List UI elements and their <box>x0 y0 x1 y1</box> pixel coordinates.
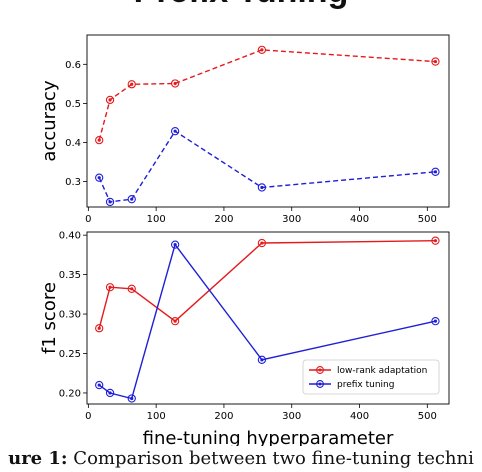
data-point-lora <box>257 45 267 55</box>
x-tick-label: 400 <box>350 411 369 422</box>
data-point-prefix <box>105 197 115 207</box>
y-tick-label: 0.20 <box>59 388 81 399</box>
data-point-center-lora <box>108 98 112 102</box>
data-point-prefix <box>170 127 180 136</box>
x-tick-label: 0 <box>85 214 91 225</box>
data-point-center-prefix <box>97 176 101 180</box>
legend-label-prefix: prefix tuning <box>337 380 394 390</box>
data-point-center-prefix <box>97 383 101 387</box>
data-point-lora <box>170 317 180 326</box>
y-tick-label: 0.35 <box>59 270 81 281</box>
data-point-center-lora <box>433 239 438 243</box>
series-line-prefix <box>98 130 436 203</box>
y-tick-label: 0.6 <box>65 60 81 71</box>
y-tick-label: 0.40 <box>59 231 81 242</box>
data-point-center-lora <box>433 59 438 64</box>
series-line-lora <box>98 240 436 329</box>
data-point-lora <box>105 95 115 105</box>
x-tick-label: 500 <box>418 411 437 422</box>
data-point-lora <box>95 324 104 333</box>
page-heading: Prefix Tuning <box>0 0 482 11</box>
legend: low-rank adaptation prefix tuning <box>302 359 440 395</box>
caption-label: ure 1: <box>8 448 68 469</box>
legend-marker-center-prefix <box>318 382 322 386</box>
data-point-lora <box>431 236 440 245</box>
data-point-prefix <box>95 380 104 390</box>
series-lora <box>95 236 440 333</box>
x-tick-label: 400 <box>350 214 369 225</box>
data-point-lora <box>170 79 180 88</box>
data-point-prefix <box>431 167 440 176</box>
legend-marker-center-lora <box>318 368 322 372</box>
data-point-center-lora <box>97 326 101 330</box>
figure-caption: ure 1: Comparison between two fine-tunin… <box>0 448 482 469</box>
x-tick-label: 100 <box>147 214 166 225</box>
data-point-center-lora <box>108 285 112 289</box>
data-point-center-lora <box>173 319 177 323</box>
plot-frame <box>86 231 450 405</box>
data-point-center-prefix <box>130 396 134 401</box>
data-point-lora <box>95 136 104 145</box>
plot-f1-score: 0 100 200 300 400 500 0.20 0.25 0.30 0.35 0.40 f1 s… <box>39 231 450 446</box>
x-tick-label: 200 <box>214 214 233 225</box>
data-point-center-prefix <box>433 170 438 174</box>
legend-box <box>302 359 440 395</box>
data-point-center-prefix <box>108 391 112 395</box>
data-point-center-prefix <box>433 319 438 323</box>
data-point-center-prefix <box>173 243 177 247</box>
y-axis-label: accuracy <box>39 80 60 162</box>
data-point-prefix <box>105 388 115 398</box>
data-point-prefix <box>431 317 440 326</box>
y-tick-label: 0.4 <box>65 138 81 149</box>
data-point-center-prefix <box>173 129 177 133</box>
x-axis-label: fine-tuning hyperparameter <box>143 428 394 446</box>
chart-figure: 0 100 200 300 400 500 0.3 0.4 0.5 0.6 accuracy 0 100… <box>39 34 450 446</box>
series-lora <box>95 45 440 145</box>
caption-text: Comparison between two fine-tuning techn… <box>67 448 474 469</box>
data-point-center-lora <box>130 287 134 291</box>
x-tick-label: 500 <box>418 214 437 225</box>
y-tick-label: 0.3 <box>65 177 81 188</box>
data-point-lora <box>431 57 440 66</box>
x-tick-label: 100 <box>147 411 166 422</box>
series-prefix <box>95 240 440 403</box>
data-point-center-lora <box>173 81 177 86</box>
series-line-prefix <box>98 243 436 400</box>
data-point-center-lora <box>97 138 101 142</box>
data-point-center-prefix <box>130 197 134 201</box>
x-tick-label: 0 <box>85 411 91 422</box>
data-point-prefix <box>127 195 136 204</box>
data-point-prefix <box>257 183 267 192</box>
data-point-center-lora <box>260 48 264 52</box>
data-point-prefix <box>95 173 104 182</box>
y-tick-label: 0.30 <box>59 310 81 321</box>
plot-accuracy: 0 100 200 300 400 500 0.3 0.4 0.5 0.6 accuracy <box>39 34 450 225</box>
data-point-prefix <box>127 394 136 403</box>
series-line-lora <box>98 49 436 141</box>
data-point-center-lora <box>130 82 134 86</box>
data-point-prefix <box>257 355 267 364</box>
y-tick-label: 0.25 <box>59 349 81 360</box>
legend-marker-prefix <box>316 380 324 388</box>
y-tick-label: 0.5 <box>65 99 81 110</box>
data-point-lora <box>257 238 267 248</box>
y-axis-label: f1 score <box>39 282 60 354</box>
data-point-lora <box>105 283 115 292</box>
x-tick-label: 300 <box>282 411 301 422</box>
legend-marker-lora <box>316 366 324 374</box>
legend-label-lora: low-rank adaptation <box>337 366 427 376</box>
data-point-lora <box>127 80 136 89</box>
data-point-center-prefix <box>260 185 264 190</box>
plot-frame <box>86 34 450 208</box>
series-prefix <box>95 127 440 207</box>
data-point-center-prefix <box>108 200 112 204</box>
data-point-center-prefix <box>260 358 264 362</box>
x-tick-label: 300 <box>282 214 301 225</box>
data-point-center-lora <box>260 241 264 245</box>
x-tick-label: 200 <box>214 411 233 422</box>
data-point-prefix <box>170 240 180 249</box>
data-point-lora <box>127 284 136 293</box>
